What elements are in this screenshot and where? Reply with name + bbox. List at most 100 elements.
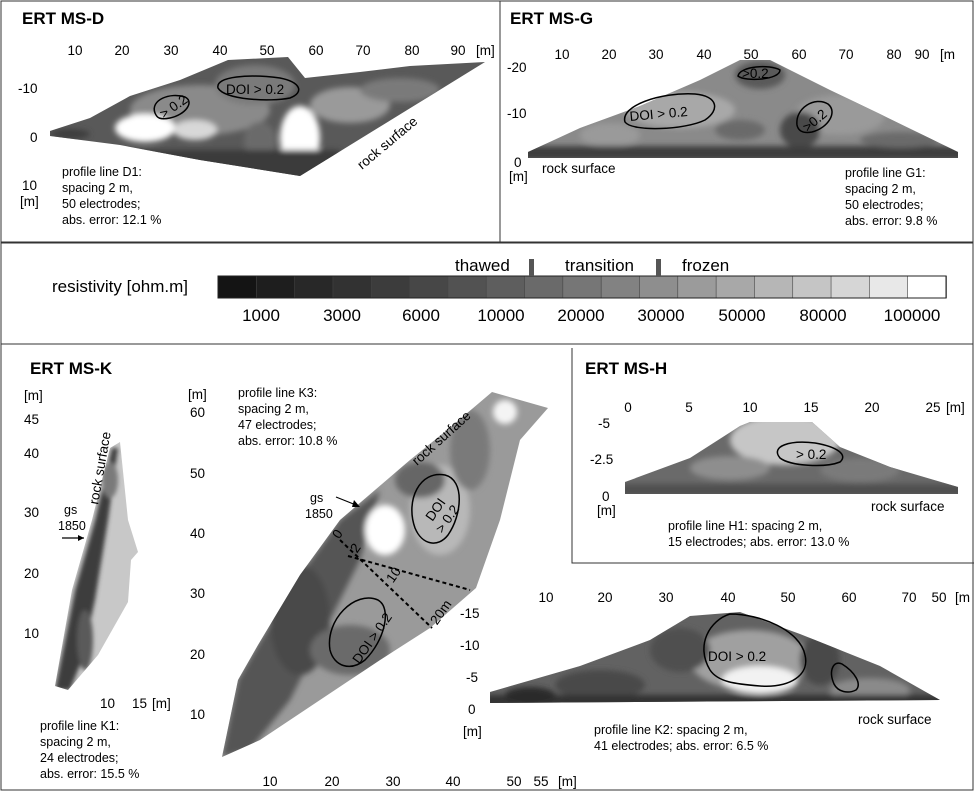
legend-value: 100000 xyxy=(884,306,941,325)
legend-swatch xyxy=(600,275,641,299)
k3-ytick: 20 xyxy=(190,647,205,662)
msk-k1: [m] 45 40 30 20 10 rock surface gs 1850 … xyxy=(24,388,171,781)
legend-swatch xyxy=(677,275,717,299)
k1-gs-arrowhead xyxy=(78,535,84,541)
legend-value: 3000 xyxy=(323,306,361,325)
k2-ytick: -10 xyxy=(460,638,480,653)
msh-title: ERT MS-H xyxy=(585,359,667,378)
msd-xtick: 70 xyxy=(355,43,370,58)
legend-state-thawed: thawed xyxy=(455,256,510,275)
msd-ytick: 0 xyxy=(30,130,38,145)
msg-note-line: profile line G1: xyxy=(845,166,926,180)
k3-note-line: spacing 2 m, xyxy=(238,402,309,416)
k3-note-line: profile line K3: xyxy=(238,386,317,400)
msg-doi-small-top: >0.2 xyxy=(742,66,769,81)
legend-swatch xyxy=(907,275,947,299)
k2-note-line: profile line K2: spacing 2 m, xyxy=(594,723,748,737)
msh-ytick: -5 xyxy=(598,416,610,431)
legend-value: 6000 xyxy=(402,306,440,325)
legend-swatch xyxy=(715,275,756,299)
legend-swatch xyxy=(217,275,258,299)
msg-note: profile line G1: spacing 2 m, 50 electro… xyxy=(845,166,937,228)
k1-yunit: [m] xyxy=(24,388,43,403)
k2-doi-contour xyxy=(703,613,807,687)
msd-xtick: 80 xyxy=(404,43,419,58)
k2-ytick: 0 xyxy=(468,702,476,717)
msg-xticks: 10 20 30 40 50 60 70 80 90 [m xyxy=(554,47,955,62)
legend-swatch xyxy=(485,275,526,299)
k2-xtick: 40 xyxy=(720,590,735,605)
msh-doi-contour xyxy=(776,441,844,467)
panel-ms-g: ERT MS-G 10 20 30 40 50 60 70 80 90 [m -… xyxy=(507,9,958,228)
msg-xtick: 30 xyxy=(648,47,663,62)
k3-depth-10: 10 xyxy=(383,564,404,585)
msd-xtick: 60 xyxy=(308,43,323,58)
msh-note-line: 15 electrodes; abs. error: 13.0 % xyxy=(668,535,849,549)
legend-swatch xyxy=(869,275,909,299)
msg-xtick: 80 xyxy=(886,47,901,62)
k2-ytick: -15 xyxy=(460,606,480,621)
k3-gs-arrow xyxy=(335,496,357,506)
msh-section xyxy=(625,422,958,494)
panel-ms-k: ERT MS-K [m] 45 40 30 20 10 rock surface… xyxy=(24,359,970,789)
msk-title: ERT MS-K xyxy=(30,359,113,378)
k3-profile-line xyxy=(347,555,471,591)
msg-note-line: spacing 2 m, xyxy=(845,182,916,196)
msh-ytick: -2.5 xyxy=(590,452,613,467)
msg-xtick: 50 xyxy=(743,47,758,62)
legend-swatch xyxy=(562,275,602,299)
msd-doi-label: DOI > 0.2 xyxy=(226,82,284,97)
k3-ytick: 40 xyxy=(190,526,205,541)
panel-ms-d: ERT MS-D 10 20 30 40 50 60 70 80 90 [m] … xyxy=(18,9,495,227)
msd-xticks: 10 20 30 40 50 60 70 80 90 [m] xyxy=(67,43,494,58)
k3-doi-contour-upper xyxy=(411,473,460,544)
msg-xtick: 70 xyxy=(838,47,853,62)
k2-rock-surface: rock surface xyxy=(858,712,932,727)
legend-swatch xyxy=(754,275,794,299)
msd-xtick: 20 xyxy=(114,43,129,58)
k1-xunit: [m] xyxy=(152,696,171,711)
msg-doi-contour-right xyxy=(796,100,833,134)
k2-xtick: 30 xyxy=(658,590,673,605)
legend-value: 1000 xyxy=(242,306,280,325)
msd-yunit: [m] xyxy=(20,194,39,209)
msd-note-line: profile line D1: xyxy=(62,165,142,179)
k2-xunit: [m xyxy=(955,590,970,605)
k3-gs: gs xyxy=(310,491,323,505)
legend-state-transition: transition xyxy=(565,256,634,275)
msh-xtick: 20 xyxy=(864,400,879,415)
k3-xtick: 30 xyxy=(385,774,400,789)
msg-yticks: -20 -10 0 [m] xyxy=(507,60,528,184)
frame-bottom xyxy=(0,343,974,791)
k1-ytick: 20 xyxy=(24,566,39,581)
legend-swatch xyxy=(256,275,296,299)
msh-xtick: 25 xyxy=(925,400,940,415)
k3-gs-arrowhead xyxy=(352,500,360,507)
legend-swatch xyxy=(830,275,871,299)
msd-ytick: 10 xyxy=(22,178,37,193)
msg-title: ERT MS-G xyxy=(510,9,593,28)
msg-note-line: abs. error: 9.8 % xyxy=(845,214,937,228)
k1-ytick: 40 xyxy=(24,446,39,461)
legend-marker-frozen xyxy=(656,259,661,276)
k1-ytick: 45 xyxy=(24,412,39,427)
msd-title: ERT MS-D xyxy=(22,9,104,28)
frame-top xyxy=(0,0,974,244)
k1-gs-elev: 1850 xyxy=(58,519,86,533)
k3-note-line: abs. error: 10.8 % xyxy=(238,434,337,448)
legend-caption: resistivity [ohm.m] xyxy=(52,277,188,296)
k3-ytick: 60 xyxy=(190,405,205,420)
legend-values: 1000 3000 6000 10000 20000 30000 50000 8… xyxy=(242,306,940,325)
k3-xtick: 10 xyxy=(262,774,277,789)
msd-doi-contour-small xyxy=(153,94,190,120)
legend-colorbar xyxy=(217,275,947,299)
msd-yticks: -10 0 10 [m] xyxy=(18,81,39,209)
k1-note-line: profile line K1: xyxy=(40,719,119,733)
k1-ytick: 10 xyxy=(24,626,39,641)
msh-ytick: 0 xyxy=(602,489,610,504)
msg-xunit: [m xyxy=(940,47,955,62)
k1-xtick: 10 xyxy=(100,696,115,711)
msd-note-line: spacing 2 m, xyxy=(62,181,133,195)
msh-note-line: profile line H1: spacing 2 m, xyxy=(668,519,822,533)
msg-doi-contour-top xyxy=(737,65,781,81)
